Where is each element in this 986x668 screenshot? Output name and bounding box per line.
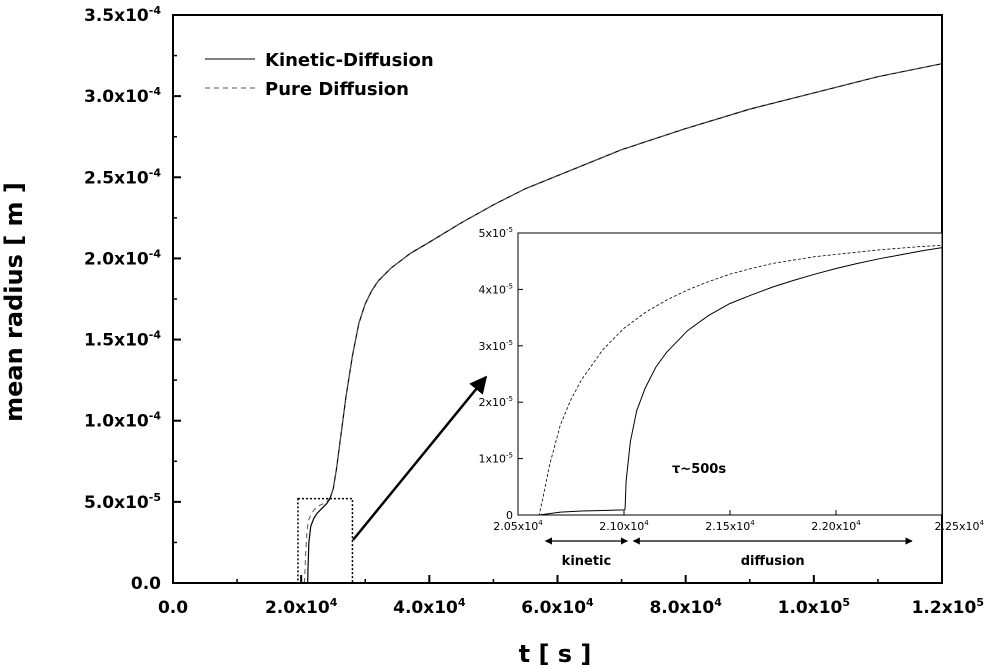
inset-y-tick-label: 4x10-5	[479, 282, 514, 296]
series-line-pure-diffusion	[303, 63, 943, 584]
x-tick-label: 1.0x105	[778, 596, 850, 618]
x-tick-label: 8.0x104	[649, 596, 722, 618]
legend-label-kinetic-diffusion: Kinetic-Diffusion	[265, 50, 434, 71]
x-tick-label: 2.0x104	[265, 596, 338, 618]
zoom-box	[297, 497, 354, 584]
inset-series	[518, 245, 943, 516]
y-tick-label: 2.0x10-4	[84, 247, 161, 269]
inset-x-tick-labels: 2.05x104 2.10x104 2.15x104 2.20x104 2.25x104	[493, 519, 984, 533]
kinetic-label: kinetic	[562, 554, 612, 569]
tau-annotation: τ~500s	[672, 462, 726, 477]
inset-y-tick-label: 5x10-5	[479, 226, 514, 240]
x-axis-title: t [ s ]	[519, 640, 592, 668]
main-y-tick-labels: 0.0 5.0x10-5 1.0x10-4 1.5x10-4 2.0x10-4 2.5x1…	[84, 4, 161, 594]
inset-y-tick-label: 1x10-5	[479, 452, 514, 466]
zoom-arrow	[352, 375, 488, 541]
inset-x-tick-label: 2.15x104	[705, 519, 755, 533]
y-tick-label: 1.0x10-4	[84, 410, 161, 432]
diffusion-label: diffusion	[741, 554, 805, 569]
inset-y-tick-labels: 0 1x10-5 2x10-5 3x10-5 4x10-5 5x10-5	[479, 226, 514, 522]
inset-y-tick-label: 3x10-5	[479, 339, 514, 353]
inset-series-line-kinetic-diffusion	[518, 247, 943, 516]
inset-y-tick-label: 0	[506, 509, 513, 522]
main-x-tick-labels: 0.0 2.0x104 4.0x104 6.0x104 8.0x104 1.0x105 1.…	[158, 596, 984, 618]
inset-series-line-pure-diffusion	[518, 245, 943, 516]
y-tick-label: 5.0x10-5	[84, 491, 161, 513]
inset-x-tick-label: 2.05x104	[493, 519, 543, 533]
y-tick-label: 2.5x10-4	[84, 166, 161, 188]
inset-plot-frame	[517, 232, 943, 516]
inset-x-tick-label: 2.25x104	[935, 519, 985, 533]
y-tick-label: 3.0x10-4	[84, 85, 161, 107]
x-tick-label: 1.2x105	[912, 596, 984, 618]
main-series	[303, 63, 943, 584]
inset-x-tick-label: 2.10x104	[599, 519, 649, 533]
y-tick-label: 3.5x10-4	[84, 4, 161, 26]
x-tick-label: 6.0x104	[521, 596, 594, 618]
legend-label-pure-diffusion: Pure Diffusion	[265, 79, 409, 100]
inset-x-tick-label: 2.20x104	[811, 519, 861, 533]
inset-plot: 2.05x104 2.10x104 2.15x104 2.20x104 2.25x104…	[479, 226, 985, 569]
y-tick-label: 1.5x10-4	[84, 329, 161, 351]
y-axis-title: mean radius [ m ]	[0, 182, 28, 422]
x-tick-label: 4.0x104	[393, 596, 466, 618]
legend: Kinetic-Diffusion Pure Diffusion	[205, 50, 434, 100]
inset-y-tick-label: 2x10-5	[479, 395, 514, 409]
x-tick-label: 0.0	[158, 598, 188, 618]
inset-background	[518, 233, 942, 515]
y-tick-label: 0.0	[131, 574, 161, 594]
